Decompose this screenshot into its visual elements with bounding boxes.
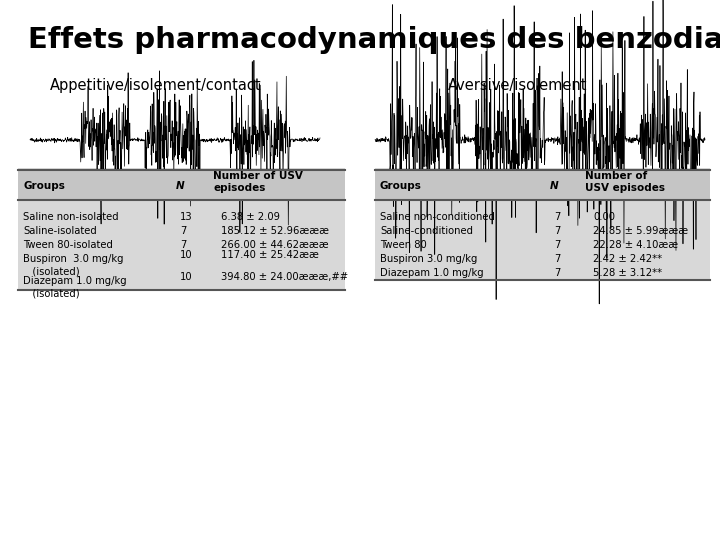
Text: 22.28 ± 4.10ææ: 22.28 ± 4.10ææ	[593, 240, 678, 250]
FancyBboxPatch shape	[375, 170, 710, 200]
FancyBboxPatch shape	[18, 168, 345, 290]
Text: Aversive/isolement: Aversive/isolement	[448, 78, 588, 93]
Text: Saline non-isolated: Saline non-isolated	[23, 212, 119, 222]
Text: 394.80 ± 24.00æææ,##: 394.80 ± 24.00æææ,##	[221, 272, 348, 282]
Text: Number of USV
episodes: Number of USV episodes	[213, 171, 303, 193]
Text: Saline-conditioned: Saline-conditioned	[380, 226, 473, 236]
Text: Effets pharmacodynamiques des benzodiazépines: Effets pharmacodynamiques des benzodiazé…	[28, 25, 720, 55]
Text: 7: 7	[180, 240, 186, 250]
Text: N: N	[176, 181, 184, 191]
FancyBboxPatch shape	[375, 168, 710, 280]
Text: Buspiron  3.0 mg/kg
   (isolated): Buspiron 3.0 mg/kg (isolated)	[23, 254, 124, 276]
Text: 185.12 ± 52.96æææ: 185.12 ± 52.96æææ	[221, 226, 329, 236]
Text: 7: 7	[180, 226, 186, 236]
Text: Groups: Groups	[380, 181, 422, 191]
Text: 10: 10	[180, 272, 193, 282]
Text: 0.00: 0.00	[593, 212, 615, 222]
Text: 7: 7	[554, 254, 560, 264]
Text: N: N	[550, 181, 559, 191]
Text: Saline non-conditioned: Saline non-conditioned	[380, 212, 495, 222]
Text: Tween 80: Tween 80	[380, 240, 427, 250]
Text: 7: 7	[554, 226, 560, 236]
Text: 5.28 ± 3.12**: 5.28 ± 3.12**	[593, 268, 662, 278]
Text: Number of
USV episodes: Number of USV episodes	[585, 171, 665, 193]
Text: 6.38 ± 2.09: 6.38 ± 2.09	[221, 212, 280, 222]
Text: 7: 7	[554, 212, 560, 222]
Text: Diazepam 1.0 mg/kg: Diazepam 1.0 mg/kg	[380, 268, 484, 278]
Text: 266.00 ± 44.62æææ: 266.00 ± 44.62æææ	[221, 240, 328, 250]
Text: 13: 13	[180, 212, 193, 222]
Text: 7: 7	[554, 240, 560, 250]
Text: 117.40 ± 25.42ææ: 117.40 ± 25.42ææ	[221, 250, 319, 260]
Text: 24.85 ± 5.99æææ: 24.85 ± 5.99æææ	[593, 226, 688, 236]
Text: 2.42 ± 2.42**: 2.42 ± 2.42**	[593, 254, 662, 264]
Text: 7: 7	[554, 268, 560, 278]
Text: 10: 10	[180, 250, 193, 260]
Text: Groups: Groups	[23, 181, 65, 191]
Text: Tween 80-isolated: Tween 80-isolated	[23, 240, 113, 250]
Text: Diazepam 1.0 mg/kg
   (isolated): Diazepam 1.0 mg/kg (isolated)	[23, 276, 127, 299]
Text: Saline-isolated: Saline-isolated	[23, 226, 96, 236]
Text: Buspiron 3.0 mg/kg: Buspiron 3.0 mg/kg	[380, 254, 477, 264]
Text: Appetitive/isolement/contact: Appetitive/isolement/contact	[50, 78, 261, 93]
FancyBboxPatch shape	[18, 170, 345, 200]
